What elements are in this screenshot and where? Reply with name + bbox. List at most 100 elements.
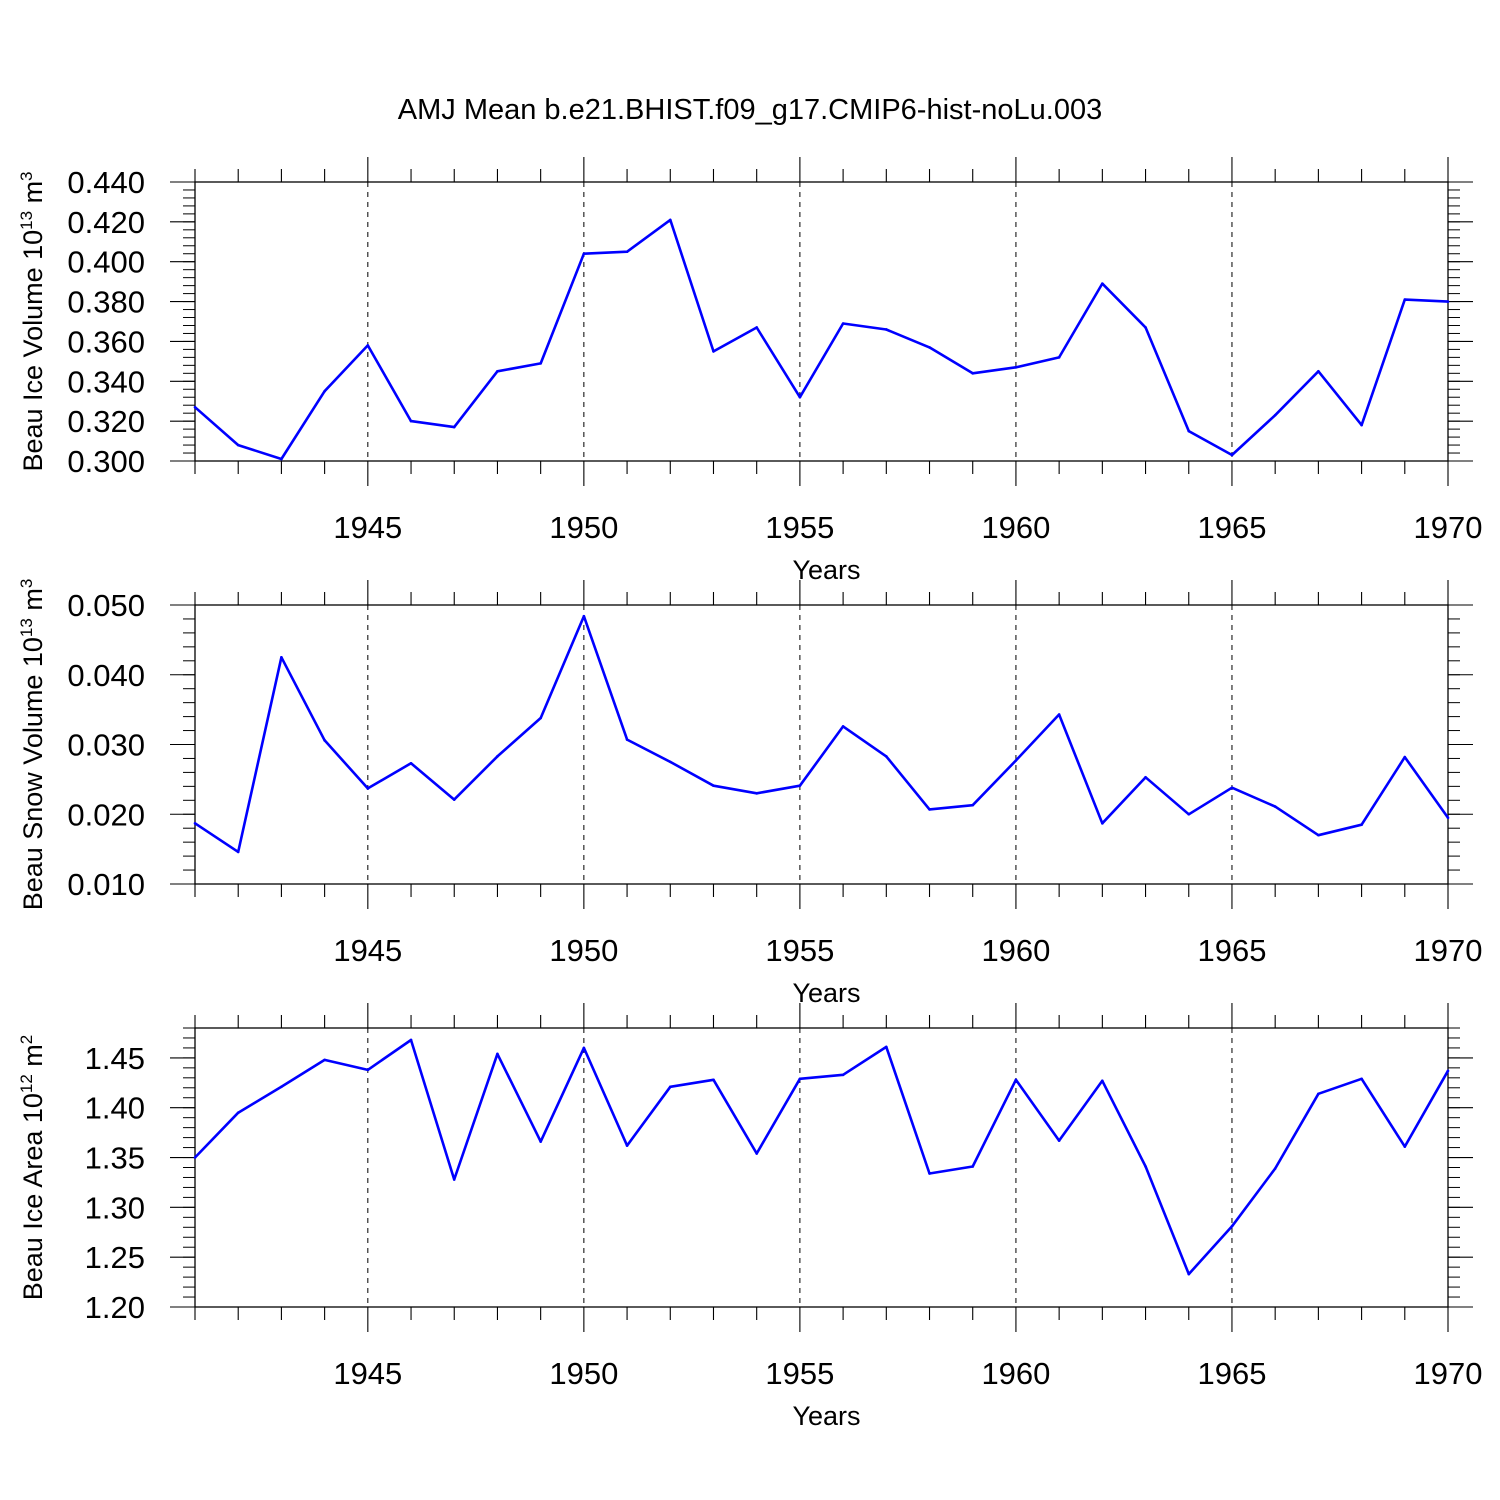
data-point [452, 425, 456, 429]
y-tick-label: 1.25 [85, 1240, 145, 1275]
data-point [1403, 755, 1407, 759]
data-point [1187, 429, 1191, 433]
data-point [798, 395, 802, 399]
y-tick-label: 0.380 [67, 285, 145, 320]
y-label-unit-exponent: 3 [17, 171, 36, 180]
data-point [236, 443, 240, 447]
plot-frame [194, 1027, 1449, 1308]
data-point [323, 739, 326, 742]
data-point [1014, 759, 1018, 762]
y-tick-label: 0.440 [67, 165, 145, 200]
data-point [366, 1068, 370, 1072]
data-point [1101, 282, 1104, 285]
data-point [1144, 326, 1147, 329]
data-point [1144, 775, 1147, 779]
x-tick-label: 1970 [1414, 510, 1483, 545]
y-tick-label: 0.040 [67, 658, 145, 693]
data-point [798, 784, 802, 787]
data-point [539, 1140, 542, 1143]
data-point [971, 372, 975, 375]
data-point [841, 1073, 845, 1077]
data-point [236, 850, 240, 854]
y-tick-label: 0.010 [67, 867, 145, 902]
y-tick-label: 0.020 [67, 797, 145, 832]
x-tick-label: 1950 [549, 933, 618, 968]
panels: 0.300 0.320 0.340 0.360 0.380 0.400 0.420 0.440… [17, 157, 1483, 1431]
data-point [712, 1078, 715, 1082]
x-tick-label: 1960 [981, 510, 1050, 545]
data-point [625, 250, 629, 254]
panel-3: 1.20 1.25 1.30 1.35 1.40 1.45 1945 1950 1955 1960… [17, 1003, 1483, 1431]
data-point [1273, 805, 1277, 808]
data-point [1360, 1077, 1363, 1081]
data-point [1273, 413, 1277, 417]
plot-frame [194, 604, 1449, 885]
data-point [841, 725, 845, 728]
data-point [1187, 812, 1191, 816]
data-point [1317, 1092, 1320, 1096]
data-point [625, 738, 629, 741]
data-point [798, 1077, 802, 1081]
y-tick-label: 1.20 [85, 1290, 145, 1325]
data-point [193, 405, 197, 409]
data-point [366, 344, 370, 347]
x-tick-label: 1970 [1414, 1356, 1483, 1391]
y-tick-label: 0.400 [67, 245, 145, 280]
y-label-text: Beau Ice Volume 10 [18, 230, 48, 472]
panel-1: 0.300 0.320 0.340 0.360 0.380 0.400 0.420 0.440… [17, 157, 1483, 585]
data-point [496, 1052, 499, 1056]
data-point [496, 755, 499, 758]
data-point [971, 803, 975, 807]
x-tick-label: 1950 [549, 1356, 618, 1391]
y-tick-label: 1.45 [85, 1041, 145, 1076]
data-point [452, 1178, 456, 1181]
data-point [668, 1085, 672, 1089]
data-point [755, 1152, 758, 1155]
y-tick-label: 0.340 [67, 364, 145, 399]
data-point [885, 755, 888, 758]
data-point [323, 389, 326, 393]
x-tick-label: 1965 [1197, 510, 1266, 545]
x-tick-label: 1955 [765, 1356, 834, 1391]
data-point [1057, 1139, 1061, 1142]
series-line [194, 218, 1449, 461]
data-point [1057, 713, 1061, 716]
data-point [1101, 1079, 1104, 1083]
data-point [1144, 1165, 1147, 1168]
x-tick-label: 1945 [333, 510, 402, 545]
data-point [539, 362, 542, 365]
y-label-text: Beau Ice Area 10 [18, 1093, 48, 1300]
x-tick-label: 1970 [1414, 933, 1483, 968]
y-axis-label: Beau Ice Volume 1013 m3 [17, 171, 48, 471]
y-tick-label: 0.300 [67, 444, 145, 479]
x-tick-label: 1945 [333, 933, 402, 968]
data-point [712, 784, 715, 787]
data-point [885, 1045, 888, 1049]
data-point [841, 322, 845, 325]
data-point [971, 1165, 975, 1168]
data-point [1230, 453, 1234, 457]
x-axis-label: Years [792, 978, 860, 1008]
x-tick-label: 1945 [333, 1356, 402, 1391]
data-point [755, 326, 758, 329]
data-point [885, 328, 888, 331]
data-point [409, 1038, 413, 1042]
y-tick-label: 0.360 [67, 324, 145, 359]
x-tick-label: 1965 [1197, 1356, 1266, 1391]
data-point [323, 1058, 326, 1062]
data-point [280, 457, 283, 461]
y-label-exponent: 13 [17, 211, 36, 230]
data-point [712, 350, 715, 353]
data-point [409, 762, 413, 765]
x-axis-label: Years [792, 1401, 860, 1431]
y-tick-label: 1.40 [85, 1091, 145, 1126]
data-point [1317, 833, 1320, 837]
series-line [194, 614, 1450, 854]
data-point [582, 1046, 586, 1050]
y-tick-label: 1.30 [85, 1190, 145, 1225]
data-point [452, 798, 456, 801]
data-point [1317, 370, 1320, 373]
data-point [236, 1111, 240, 1114]
data-point [539, 716, 542, 720]
